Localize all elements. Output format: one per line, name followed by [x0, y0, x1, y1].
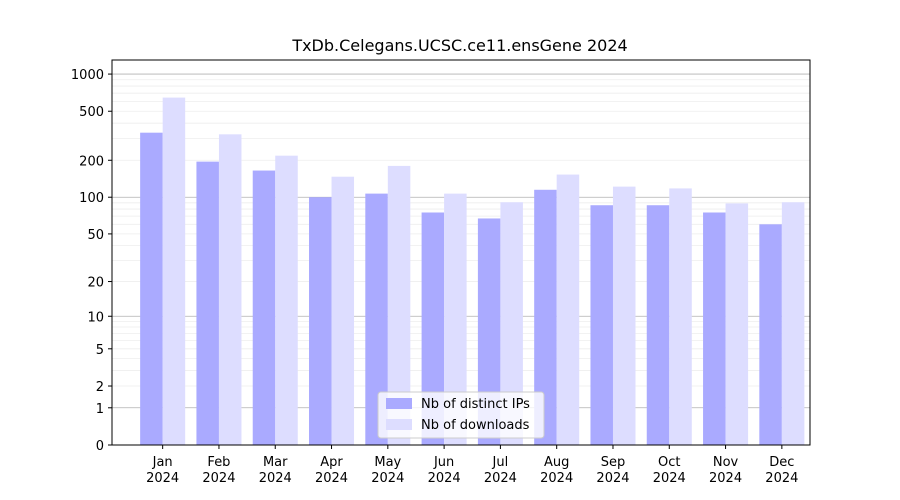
y-tick-label: 500 [79, 105, 104, 120]
bar-downloads [444, 193, 467, 445]
x-tick-label-year: 2024 [371, 471, 404, 486]
legend: Nb of distinct IPs Nb of downloads [377, 391, 545, 439]
bar-downloads [218, 134, 242, 445]
x-tick-label-month: Jun [433, 455, 454, 470]
bar-distinct-ips [759, 224, 782, 445]
bar-distinct-ips [140, 132, 163, 446]
bar-downloads [331, 176, 355, 445]
bar-downloads [500, 202, 523, 445]
bar-distinct-ips [590, 205, 613, 445]
x-tick-label-year: 2024 [596, 471, 629, 486]
x-tick-label-year: 2024 [259, 471, 292, 486]
y-tick-label: 1 [96, 402, 104, 417]
bar-distinct-ips [477, 218, 501, 445]
x-tick-label-year: 2024 [765, 471, 798, 486]
legend-label-ips: Nb of distinct IPs [421, 397, 530, 412]
x-tick-label-month: Oct [658, 455, 680, 470]
y-tick-label: 200 [79, 154, 104, 169]
y-tick-label: 50 [87, 228, 104, 243]
legend-swatch-downloads [386, 419, 412, 430]
x-tick-label-year: 2024 [484, 471, 517, 486]
bar-downloads [725, 203, 749, 445]
bar-distinct-ips [309, 197, 332, 445]
bar-distinct-ips [252, 170, 276, 445]
x-tick-label-month: Sep [601, 455, 626, 470]
y-tick-label: 1000 [71, 68, 104, 83]
legend-box [377, 391, 545, 439]
x-axis: Jan2024Feb2024Mar2024Apr2024May2024Jun20… [146, 445, 798, 486]
y-tick-label: 100 [79, 191, 104, 206]
bar-distinct-ips [365, 193, 388, 445]
x-tick-label-month: Nov [713, 455, 739, 470]
bar-distinct-ips [646, 205, 670, 445]
bar-downloads [387, 165, 411, 446]
plot-frame [111, 59, 811, 446]
x-tick-label-year: 2024 [315, 471, 348, 486]
y-tick-label: 20 [87, 276, 104, 291]
bar-distinct-ips [534, 189, 557, 445]
x-tick-label-month: Dec [769, 455, 794, 470]
x-tick-label-year: 2024 [653, 471, 686, 486]
x-tick-label-year: 2024 [428, 471, 461, 486]
x-tick-label-year: 2024 [202, 471, 235, 486]
bar-distinct-ips [196, 161, 219, 445]
bar-downloads [556, 174, 580, 446]
bar-downloads [669, 188, 692, 445]
bar-downloads [275, 155, 298, 446]
x-tick-label-month: May [374, 455, 401, 470]
y-axis: 0 1 2 5 10 20 50 100 200 500 1000 [71, 68, 112, 454]
x-tick-label-year: 2024 [540, 471, 573, 486]
bar-distinct-ips [703, 212, 726, 445]
bar-downloads [162, 97, 186, 446]
x-tick-label-month: Feb [207, 455, 230, 470]
y-tick-label: 0 [96, 439, 104, 454]
x-tick-label-year: 2024 [709, 471, 742, 486]
x-tick-label-month: Apr [320, 455, 343, 470]
chart-title: TxDb.Celegans.UCSC.ce11.ensGene 2024 [291, 36, 627, 55]
y-tick-label: 5 [96, 343, 104, 358]
x-tick-label-year: 2024 [146, 471, 179, 486]
x-tick-label-month: Jul [492, 455, 509, 470]
legend-swatch-ips [386, 398, 412, 409]
x-tick-label-month: Aug [544, 455, 569, 470]
bar-downloads [612, 186, 636, 445]
x-tick-label-month: Mar [263, 455, 288, 470]
y-tick-label: 10 [87, 310, 104, 325]
x-tick-label-month: Jan [152, 455, 173, 470]
bars [140, 97, 805, 446]
bar-distinct-ips [421, 212, 445, 445]
bar-downloads [781, 202, 805, 445]
legend-label-downloads: Nb of downloads [421, 418, 530, 433]
y-tick-label: 2 [96, 380, 104, 395]
